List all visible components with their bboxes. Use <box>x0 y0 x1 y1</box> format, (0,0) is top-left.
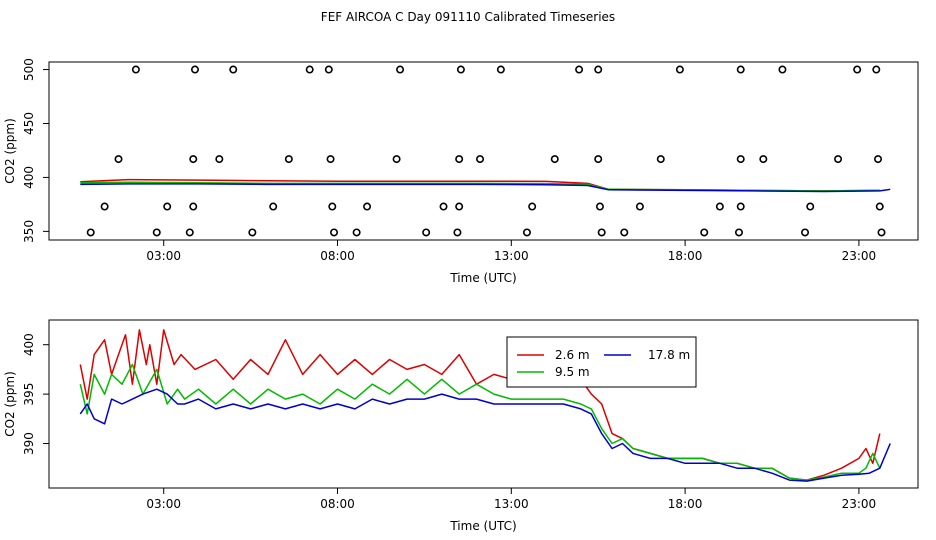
y-tick-label: 350 <box>22 220 36 243</box>
series-line-2-6-m <box>79 329 881 481</box>
scatter-point <box>456 65 465 74</box>
scatter-point <box>806 202 815 211</box>
scatter-point <box>594 65 603 74</box>
x-tick-label: 18:00 <box>668 249 703 263</box>
scatter-point <box>392 155 401 164</box>
scatter-point <box>215 155 224 164</box>
scatter-point <box>185 228 194 237</box>
scatter-point <box>305 65 314 74</box>
x-tick-label: 03:00 <box>146 497 181 511</box>
scatter-point <box>326 155 335 164</box>
scatter-point <box>550 155 559 164</box>
scatter-point <box>575 65 584 74</box>
y-tick-label: 395 <box>22 383 36 406</box>
scatter-point <box>635 202 644 211</box>
x-tick-label: 23:00 <box>842 497 877 511</box>
scatter-point <box>853 65 862 74</box>
scatter-point <box>229 65 238 74</box>
legend-box <box>506 336 697 388</box>
scatter-point <box>875 202 884 211</box>
scatter-point <box>734 228 743 237</box>
x-tick-label: 03:00 <box>146 249 181 263</box>
scatter-point <box>715 202 724 211</box>
scatter-point <box>759 155 768 164</box>
scatter-point <box>439 202 448 211</box>
scatter-point <box>453 228 462 237</box>
y-axis-label: CO2 (ppm) <box>3 118 17 184</box>
x-axis-label: Time (UTC) <box>449 519 516 533</box>
scatter-point <box>595 202 604 211</box>
scatter-point <box>248 228 257 237</box>
y-tick-label: 450 <box>22 112 36 135</box>
scatter-point <box>522 228 531 237</box>
scatter-point <box>620 228 629 237</box>
scatter-point <box>328 202 337 211</box>
scatter-point <box>834 155 843 164</box>
scatter-point <box>86 228 95 237</box>
series-line-2-6-m <box>80 178 880 192</box>
scatter-point <box>163 202 172 211</box>
scatter-point <box>877 228 886 237</box>
x-tick-label: 13:00 <box>494 249 529 263</box>
scatter-point <box>778 65 787 74</box>
y-tick-label: 400 <box>22 166 36 189</box>
scatter-point <box>736 202 745 211</box>
scatter-point <box>189 202 198 211</box>
scatter-point <box>455 155 464 164</box>
legend-label: 9.5 m <box>555 365 590 379</box>
x-tick-label: 08:00 <box>320 497 355 511</box>
plot-frame <box>48 61 919 241</box>
scatter-point <box>396 65 405 74</box>
scatter-point <box>594 155 603 164</box>
scatter-point <box>100 202 109 211</box>
scatter-point <box>189 155 198 164</box>
legend-label: 2.6 m <box>555 348 590 362</box>
scatter-point <box>874 155 883 164</box>
scatter-point <box>736 65 745 74</box>
scatter-point <box>284 155 293 164</box>
y-tick-label: 500 <box>22 58 36 81</box>
scatter-point <box>363 202 372 211</box>
plot-frame <box>48 319 919 489</box>
scatter-point <box>190 65 199 74</box>
scatter-point <box>528 202 537 211</box>
series-line-17-8-m <box>80 183 891 193</box>
scatter-point <box>656 155 665 164</box>
scatter-point <box>455 202 464 211</box>
scatter-point <box>152 228 161 237</box>
chart-title: FEF AIRCOA C Day 091110 Calibrated Times… <box>320 10 616 24</box>
scatter-point <box>872 65 881 74</box>
scatter-point <box>131 65 140 74</box>
scatter-point <box>114 155 123 164</box>
scatter-point <box>476 155 485 164</box>
legend-label: 17.8 m <box>648 348 690 362</box>
scatter-point <box>801 228 810 237</box>
scatter-point <box>330 228 339 237</box>
x-tick-label: 13:00 <box>494 497 529 511</box>
panel-2: 03:00 08:00 13:00 18:00 23:00 390 395 400 Time (… <box>3 319 919 533</box>
series-line-17-8-m <box>79 388 891 482</box>
y-tick-label: 400 <box>22 333 36 356</box>
x-tick-label: 08:00 <box>320 249 355 263</box>
scatter-point <box>675 65 684 74</box>
x-tick-label: 18:00 <box>668 497 703 511</box>
scatter-point <box>597 228 606 237</box>
scatter-point <box>324 65 333 74</box>
scatter-point <box>352 228 361 237</box>
y-axis-label: CO2 (ppm) <box>3 371 17 437</box>
x-tick-label: 23:00 <box>842 249 877 263</box>
panel-1: 03:00 08:00 13:00 18:00 23:00 350 400 450 500 Tim… <box>3 58 919 285</box>
series-line-9-5-m <box>79 363 881 481</box>
scatter-point <box>736 155 745 164</box>
scatter-point <box>700 228 709 237</box>
scatter-point <box>496 65 505 74</box>
y-tick-label: 390 <box>22 432 36 455</box>
scatter-point <box>269 202 278 211</box>
x-axis-label: Time (UTC) <box>449 271 516 285</box>
scatter-point <box>422 228 431 237</box>
legend: 2.6 m 9.5 m 17.8 m <box>506 336 697 388</box>
